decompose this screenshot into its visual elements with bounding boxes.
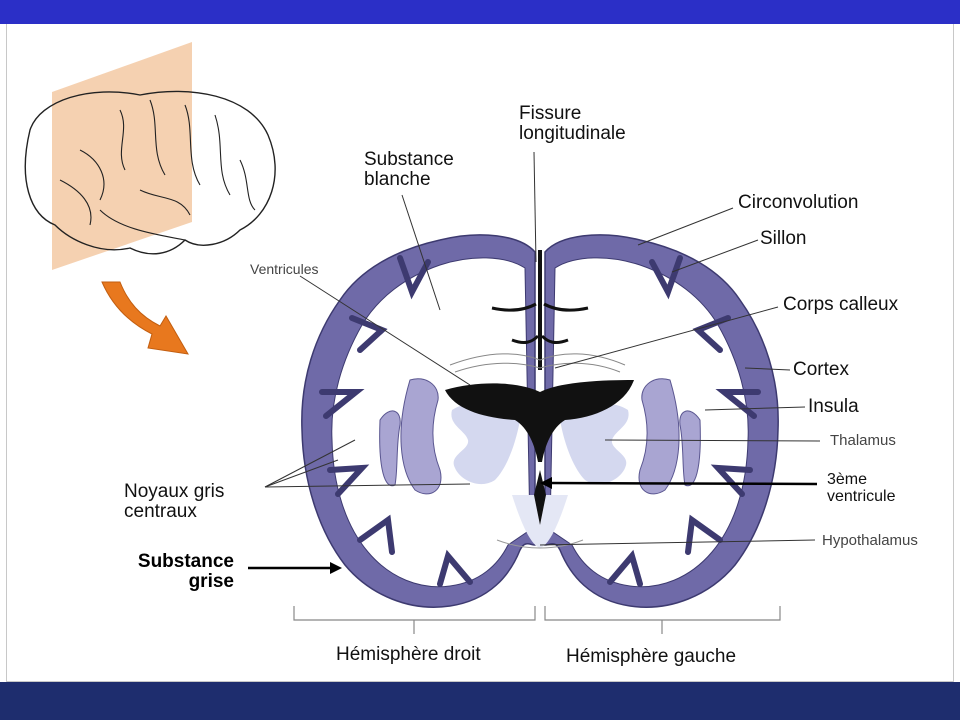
thalamus-right (451, 403, 520, 485)
label-hypothalamus: Hypothalamus (822, 532, 918, 549)
label-insula: Insula (808, 396, 859, 417)
label-3eme-ventricule: 3ème ventricule (827, 471, 896, 506)
label-substance-blanche-line1: Substance (364, 149, 454, 170)
top-bar (0, 0, 960, 24)
label-cortex: Cortex (793, 359, 849, 380)
label-hemisphere-droit: Hémisphère droit (336, 644, 481, 665)
label-noyaux: Noyaux gris centraux (124, 482, 224, 522)
label-ventricules: Ventricules (250, 261, 319, 277)
label-substance-blanche-line2: blanche (364, 168, 431, 190)
label-3eme-line2: ventricule (827, 487, 896, 505)
label-fissure-line1: Fissure (519, 103, 582, 124)
leader-lines (264, 151, 821, 546)
label-fissure: Fissure longitudinale (519, 104, 626, 144)
lateral-ventricles (445, 380, 634, 462)
coronal-section (301, 234, 779, 608)
label-substance-grise: Substance grise (112, 552, 234, 592)
thick-pointers (248, 477, 818, 574)
label-fissure-line2: longitudinale (519, 122, 626, 144)
label-noyaux-line2: centraux (124, 500, 197, 522)
label-substance-grise-line1: Substance (137, 551, 234, 572)
label-substance-grise-line2: grise (188, 570, 234, 592)
hemisphere-brackets (293, 606, 781, 634)
orientation-brain (24, 42, 276, 270)
label-thalamus: Thalamus (830, 432, 896, 449)
label-substance-blanche: Substance blanche (364, 150, 454, 190)
label-circonvolution: Circonvolution (738, 192, 859, 213)
label-hemisphere-gauche: Hémisphère gauche (566, 646, 737, 667)
coronal-plane (52, 42, 192, 270)
label-sillon: Sillon (760, 228, 807, 249)
orange-arrow (101, 281, 189, 355)
label-3eme-line1: 3ème (827, 471, 868, 488)
label-noyaux-line1: Noyaux gris (124, 481, 225, 502)
thalamus-left (560, 403, 629, 485)
label-corps-calleux: Corps calleux (783, 294, 899, 315)
bottom-bar (0, 682, 960, 720)
